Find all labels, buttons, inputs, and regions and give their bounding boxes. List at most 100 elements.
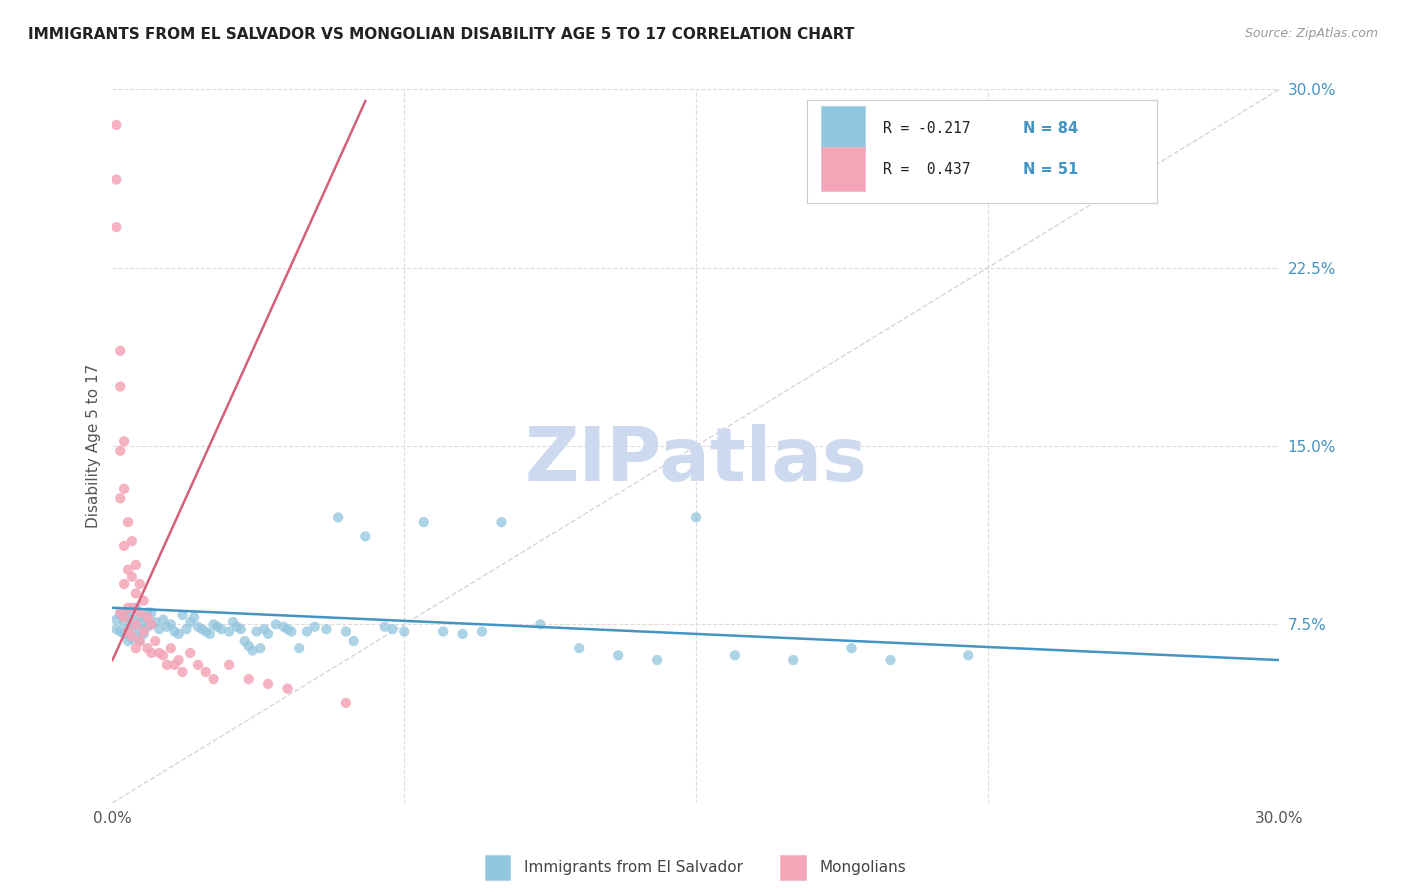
Point — [233, 634, 256, 648]
Point — [202, 617, 225, 632]
Point — [117, 563, 139, 577]
Point — [143, 615, 166, 629]
Point — [163, 657, 186, 672]
Point — [276, 681, 298, 696]
Point — [110, 606, 132, 620]
Point — [607, 648, 630, 663]
Point — [110, 343, 132, 358]
Bar — [821, 105, 865, 150]
Point — [128, 610, 150, 624]
Point — [117, 634, 139, 648]
Point — [202, 672, 225, 686]
Point — [218, 657, 240, 672]
Point — [125, 558, 148, 572]
Point — [105, 220, 128, 235]
Point — [148, 622, 170, 636]
Text: R =  0.437: R = 0.437 — [883, 162, 970, 178]
Point — [245, 624, 267, 639]
Point — [304, 620, 326, 634]
Point — [117, 515, 139, 529]
Point — [152, 613, 174, 627]
Point — [156, 620, 179, 634]
Point — [685, 510, 707, 524]
Point — [198, 627, 221, 641]
Point — [132, 627, 155, 641]
Point — [222, 615, 245, 629]
Point — [335, 624, 357, 639]
Point — [163, 624, 186, 639]
Point — [112, 627, 135, 641]
Point — [471, 624, 494, 639]
Point — [226, 620, 249, 634]
Text: Source: ZipAtlas.com: Source: ZipAtlas.com — [1244, 27, 1378, 40]
Text: N = 84: N = 84 — [1022, 121, 1078, 136]
Point — [121, 534, 143, 549]
Point — [112, 615, 135, 629]
Point — [141, 606, 163, 620]
Point — [354, 529, 377, 543]
Point — [112, 577, 135, 591]
Point — [112, 606, 135, 620]
Point — [172, 665, 194, 679]
Point — [121, 570, 143, 584]
Point — [110, 624, 132, 639]
Point — [121, 620, 143, 634]
Point — [841, 641, 863, 656]
Point — [121, 613, 143, 627]
Point — [128, 577, 150, 591]
Point — [209, 622, 232, 636]
Bar — [807, 100, 1157, 203]
Point — [257, 627, 280, 641]
Point — [132, 624, 155, 639]
Point — [172, 607, 194, 622]
Point — [136, 641, 159, 656]
Point — [253, 622, 276, 636]
Point — [879, 653, 901, 667]
Point — [288, 641, 311, 656]
Point — [218, 624, 240, 639]
Point — [280, 624, 302, 639]
Point — [112, 539, 135, 553]
Text: R = -0.217: R = -0.217 — [883, 121, 970, 136]
Point — [121, 632, 143, 646]
Point — [125, 600, 148, 615]
Point — [128, 606, 150, 620]
Point — [724, 648, 747, 663]
Point — [229, 622, 252, 636]
Point — [315, 622, 337, 636]
Point — [194, 624, 217, 639]
Point — [394, 624, 416, 639]
Point — [148, 646, 170, 660]
Point — [141, 646, 163, 660]
Point — [381, 622, 404, 636]
Point — [451, 627, 474, 641]
Text: Mongolians: Mongolians — [820, 860, 907, 874]
Point — [110, 491, 132, 506]
Point — [957, 648, 980, 663]
Point — [176, 622, 198, 636]
Point — [432, 624, 454, 639]
Point — [128, 634, 150, 648]
Point — [136, 620, 159, 634]
Point — [568, 641, 591, 656]
Point — [112, 610, 135, 624]
Point — [105, 118, 128, 132]
Point — [238, 639, 260, 653]
Bar — [821, 147, 865, 191]
Text: Immigrants from El Salvador: Immigrants from El Salvador — [524, 860, 744, 874]
Point — [141, 617, 163, 632]
Point — [207, 620, 229, 634]
Point — [136, 606, 159, 620]
Point — [335, 696, 357, 710]
Point — [187, 657, 209, 672]
Point — [117, 607, 139, 622]
Point — [128, 634, 150, 648]
Point — [276, 622, 298, 636]
Point — [273, 620, 295, 634]
Point — [125, 617, 148, 632]
Point — [194, 665, 217, 679]
Point — [132, 593, 155, 607]
Point — [125, 641, 148, 656]
Point — [128, 622, 150, 636]
Point — [152, 648, 174, 663]
